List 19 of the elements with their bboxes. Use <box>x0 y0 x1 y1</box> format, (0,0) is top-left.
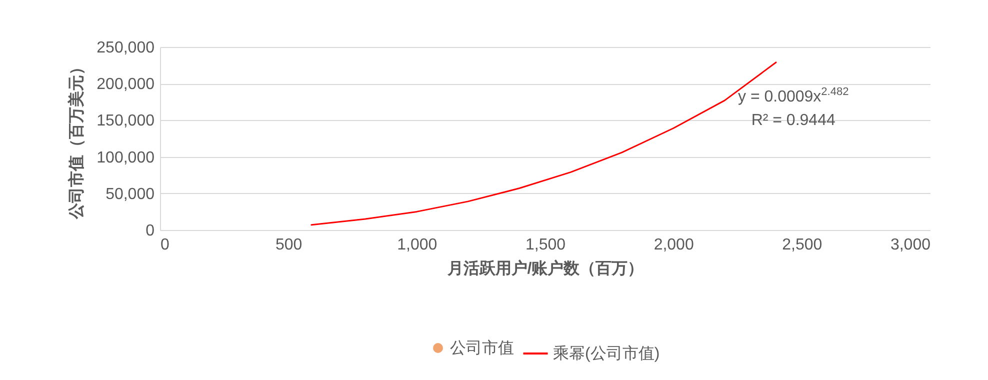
y-tick-label: 0 <box>146 222 155 240</box>
annotation: R² = 0.9444 <box>750 111 836 132</box>
x-tick-label: 3,000 <box>890 236 931 254</box>
x-tick-label: 0 <box>160 236 170 254</box>
x-tick-label: 500 <box>275 236 302 254</box>
y-axis-title: 公司市值（百万美元） <box>66 59 86 220</box>
legend-label: 公司市值 <box>450 339 514 357</box>
y-tick-label: 50,000 <box>106 186 155 203</box>
x-tick-label: 2,500 <box>782 236 822 254</box>
x-tick-label: 1,500 <box>525 236 566 254</box>
y-tick-label: 250,000 <box>96 40 155 56</box>
annotation: y = 0.0009x$^{2.482}$ <box>738 85 849 108</box>
y-tick-label: 100,000 <box>96 149 155 166</box>
y-tick-label: 200,000 <box>96 76 155 94</box>
x-tick-label: 2,000 <box>654 236 694 254</box>
legend-label: 乘幂(公司市值) <box>553 344 660 362</box>
x-tick-label: 1,000 <box>397 236 438 254</box>
y-tick-label: 150,000 <box>96 112 155 130</box>
x-axis-title: 月活跃用户/账户数（百万） <box>446 260 644 278</box>
